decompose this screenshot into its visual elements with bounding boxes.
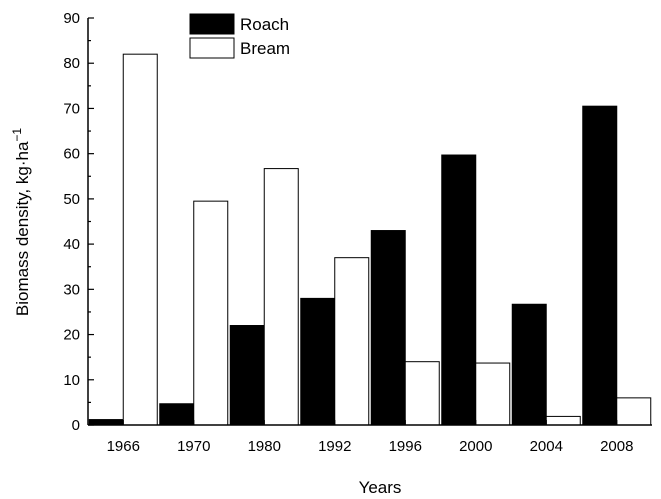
y-tick-label: 70: [63, 100, 80, 117]
bar-roach-1980: [229, 325, 265, 426]
y-tick-label: 60: [63, 146, 80, 163]
y-axis-label-main: Biomass density, kg·ha: [13, 141, 32, 316]
x-tick-label: 1992: [318, 438, 351, 455]
y-tick-label: 50: [63, 191, 80, 208]
x-ticks-group: 1966 1970 1980 1992 1996 2000 2004 2008: [107, 420, 633, 455]
x-tick-label: 2004: [530, 438, 563, 455]
y-tick-label: 90: [63, 10, 80, 27]
bar-roach-1996: [370, 230, 406, 426]
legend-swatch-bream: [189, 37, 235, 59]
bar-roach-1970: [159, 403, 195, 426]
legend: Roach Bream: [189, 13, 290, 59]
bar-bream-1970: [193, 200, 229, 426]
bar-roach-2004: [511, 303, 547, 426]
y-tick-label: 80: [63, 55, 80, 72]
x-tick-label: 1970: [177, 438, 210, 455]
legend-label-roach: Roach: [240, 15, 289, 34]
legend-label-bream: Bream: [240, 39, 290, 58]
bar-bream-1966: [122, 53, 158, 426]
x-tick-label: 2008: [600, 438, 633, 455]
x-tick-label: 1996: [389, 438, 422, 455]
legend-swatch-roach: [189, 13, 235, 35]
x-tick-label: 1966: [107, 438, 140, 455]
bar-bream-1996: [404, 361, 440, 426]
y-axis-label-superscript: −1: [10, 128, 24, 142]
y-ticks-group: 0 10 20 30 40 50 60 70 80 90: [63, 10, 94, 434]
x-tick-label: 2000: [459, 438, 492, 455]
bar-roach-2000: [441, 154, 477, 426]
y-tick-label: 30: [63, 281, 80, 298]
bar-bream-1992: [334, 257, 370, 426]
bar-bream-2008: [616, 397, 652, 426]
axes-group: [87, 18, 652, 426]
bars-group: [88, 53, 652, 426]
bar-bream-2000: [475, 362, 511, 426]
bar-bream-1980: [263, 168, 299, 426]
x-tick-label: 1980: [248, 438, 281, 455]
bar-roach-1966: [88, 419, 124, 426]
y-tick-label: 20: [63, 327, 80, 344]
x-axis-label: Years: [359, 478, 402, 497]
y-tick-label: 10: [63, 372, 80, 389]
y-tick-label: 0: [72, 417, 80, 434]
y-tick-label: 40: [63, 236, 80, 253]
bar-bream-2004: [545, 415, 581, 426]
bar-roach-2008: [582, 105, 618, 426]
y-axis-label: Biomass density, kg·ha−1: [10, 128, 32, 316]
bar-roach-1992: [300, 297, 336, 426]
